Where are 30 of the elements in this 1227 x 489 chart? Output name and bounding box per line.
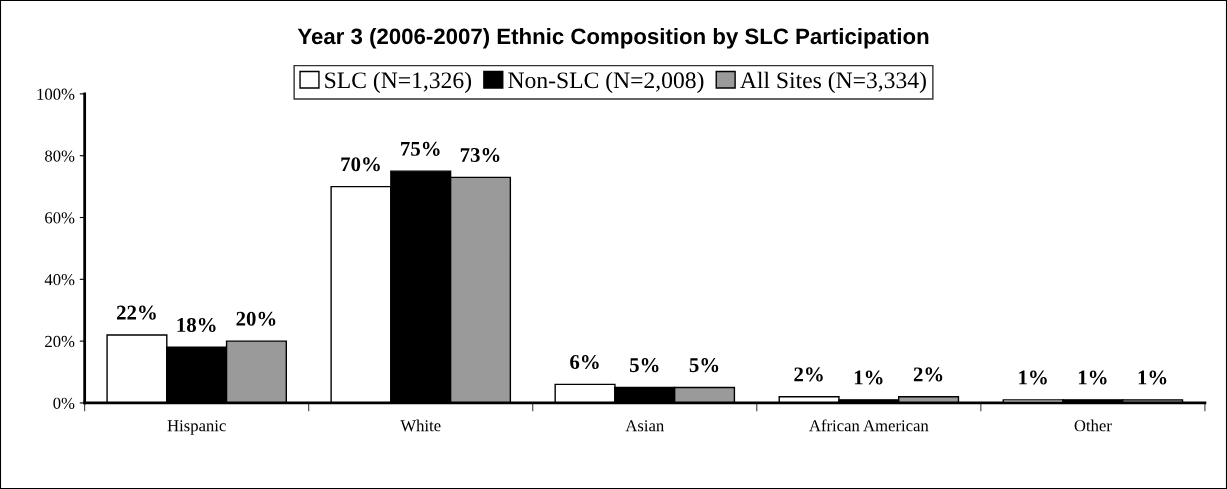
chart-title: Year 3 (2006-2007) Ethnic Composition by SLC Participation (297, 27, 929, 49)
y-tick-label: 0% (53, 397, 75, 409)
y-tick-label: 40% (44, 274, 75, 286)
data-label: 73% (460, 147, 500, 163)
data-label: 1% (854, 370, 883, 385)
x-tick-label: Asian (625, 420, 664, 432)
data-label: 5% (630, 358, 659, 373)
legend-label: All Sites (N=3,334) (740, 71, 926, 94)
data-label: 75% (401, 141, 440, 156)
data-label: 1% (1078, 370, 1107, 385)
x-tick-label: Hispanic (167, 420, 226, 435)
data-label: 1% (1138, 370, 1167, 385)
data-label: 18% (177, 317, 216, 333)
data-label: 2% (913, 367, 943, 382)
y-tick-label: 60% (45, 212, 75, 224)
y-tick-label: 100% (37, 88, 75, 100)
data-label: 6% (570, 354, 599, 370)
y-tick-label: 20% (45, 335, 75, 348)
x-tick-label: Other (1074, 419, 1112, 432)
x-tick-label: White (400, 419, 441, 432)
data-label: 2% (794, 367, 823, 382)
legend-label: Non-SLC (N=2,008) (508, 71, 704, 94)
data-label: 5% (689, 358, 719, 373)
legend-label: SLC (N=1,326) (325, 71, 472, 94)
y-tick-label: 80% (45, 150, 75, 162)
data-label: 1% (1019, 370, 1047, 385)
data-label: 70% (341, 157, 380, 172)
data-label: 20% (236, 311, 276, 326)
data-label: 22% (116, 305, 156, 320)
x-tick-label: African American (809, 419, 929, 432)
